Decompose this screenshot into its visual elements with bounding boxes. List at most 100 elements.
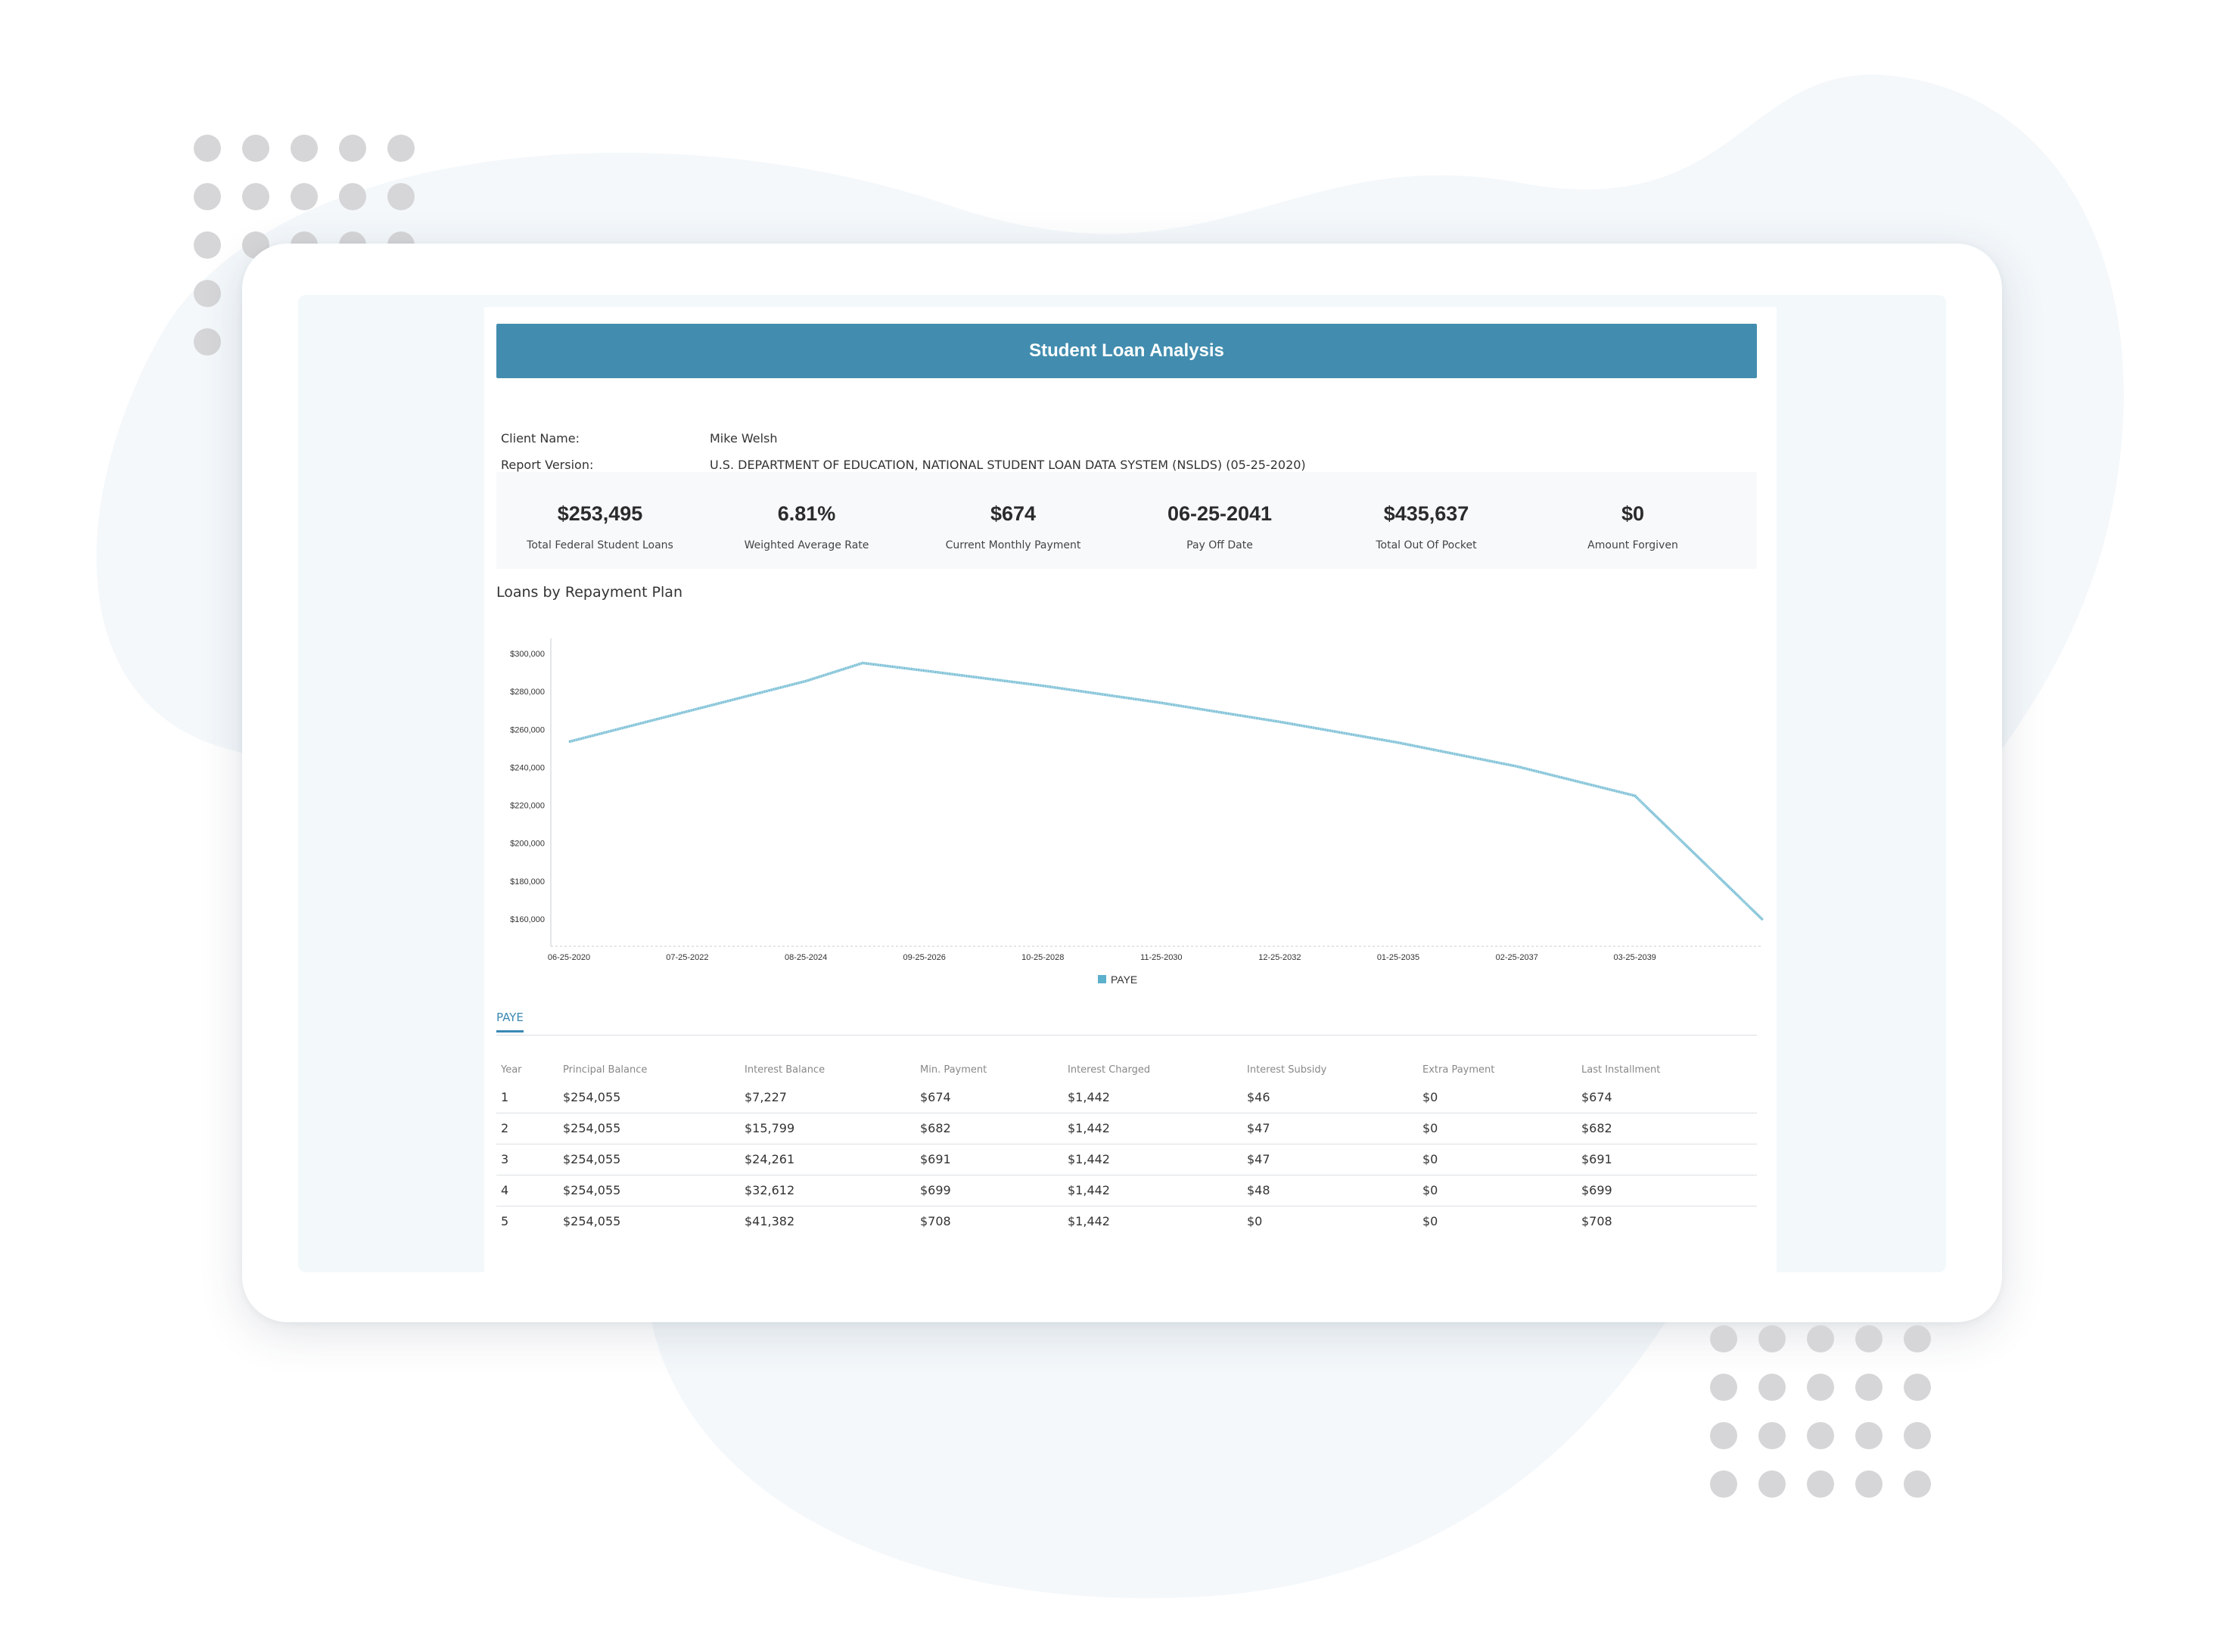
table-cell: $7,227 (740, 1082, 916, 1113)
column-header: Principal Balance (563, 1064, 648, 1076)
table-cell: $47 (1242, 1144, 1418, 1175)
table-cell: $48 (1242, 1175, 1418, 1206)
decorative-dot (1807, 1422, 1834, 1449)
column-header: Interest Subsidy (1247, 1064, 1327, 1076)
y-axis-ticks: $300,000 $280,000 $260,000 $240,000 $220,000… (510, 650, 545, 924)
x-tick-label: 01-25-2035 (1377, 953, 1419, 962)
table-cell: $691 (916, 1144, 1063, 1175)
table-cell: $0 (1247, 1214, 1263, 1229)
y-tick-label: $300,000 (510, 650, 545, 659)
table-cell: $708 (1581, 1214, 1612, 1229)
y-tick-label: $240,000 (510, 763, 545, 772)
kpi-value: $435,637 (1383, 502, 1469, 525)
tab-paye[interactable]: PAYE (496, 1011, 524, 1032)
x-tick-label: 03-25-2039 (1614, 953, 1656, 962)
table-cell: $1,442 (1068, 1214, 1110, 1229)
x-tick-label: 08-25-2024 (785, 953, 827, 962)
decorative-dot-grid-bottom-right (1710, 1325, 1931, 1498)
decorative-dot (1855, 1325, 1883, 1352)
table-cell: $699 (1577, 1175, 1757, 1206)
legend-label-paye: PAYE (1111, 974, 1137, 986)
kpi-label: Pay Off Date (1186, 539, 1253, 551)
table-cell: $1,442 (1063, 1175, 1242, 1206)
y-tick-label: $260,000 (510, 725, 545, 734)
kpi-current-monthly-payment: $674 Current Monthly Payment (910, 472, 1116, 551)
report-version-label: Report Version: (501, 458, 594, 472)
column-header: Extra Payment (1422, 1064, 1495, 1076)
kpi-label: Amount Forgiven (1587, 539, 1678, 551)
table-row: 1 $254,055 $7,227 $674 $1,442 $46 $0 $67… (496, 1082, 1757, 1113)
table-cell: $24,261 (740, 1144, 916, 1175)
column-header: Interest Balance (745, 1064, 825, 1076)
report-title: Student Loan Analysis (1029, 340, 1224, 361)
x-tick-label: 09-25-2026 (903, 953, 946, 962)
decorative-dot (1758, 1325, 1786, 1352)
kpi-value: $0 (1621, 502, 1645, 525)
x-tick-label: 02-25-2037 (1496, 953, 1538, 962)
decorative-dot (1807, 1374, 1834, 1401)
decorative-dot (291, 183, 318, 210)
kpi-value: $253,495 (557, 502, 643, 525)
x-tick-label: 12-25-2032 (1258, 953, 1301, 962)
decorative-dot (194, 135, 221, 162)
chart-section-title: Loans by Repayment Plan (496, 584, 682, 601)
decorative-dot (1904, 1422, 1931, 1449)
decorative-dot (194, 280, 221, 307)
table-cell: $46 (1242, 1082, 1418, 1113)
decorative-dot (291, 135, 318, 162)
decorative-dot (1758, 1470, 1786, 1498)
decorative-dot (387, 135, 415, 162)
y-tick-label: $160,000 (510, 915, 545, 924)
loan-balance-line-chart: $300,000 $280,000 $260,000 $240,000 $220,000… (510, 638, 1764, 986)
decorative-dot (194, 328, 221, 356)
decorative-dot (1855, 1470, 1883, 1498)
table-cell: 5 (501, 1214, 509, 1229)
decorative-dot (1904, 1325, 1931, 1352)
table-cell: 1 (496, 1082, 558, 1113)
y-tick-label: $280,000 (510, 688, 545, 697)
decorative-dot (1710, 1325, 1737, 1352)
y-tick-label: $180,000 (510, 877, 545, 887)
decorative-dot (1855, 1422, 1883, 1449)
chart-legend: PAYE (1098, 974, 1137, 986)
decorative-dot (1710, 1374, 1737, 1401)
x-tick-label: 10-25-2028 (1021, 953, 1064, 962)
decorative-dot (242, 183, 269, 210)
table-cell: $674 (916, 1082, 1063, 1113)
decorative-dot (1807, 1325, 1834, 1352)
kpi-value: 6.81% (777, 502, 836, 525)
kpi-pay-off-date: 06-25-2041 Pay Off Date (1117, 472, 1323, 551)
table-cell: $699 (916, 1175, 1063, 1206)
legend-swatch-paye (1098, 975, 1106, 983)
table-cell: $41,382 (745, 1214, 795, 1229)
decorative-dot (1710, 1470, 1737, 1498)
table-cell: $254,055 (558, 1175, 740, 1206)
kpi-amount-forgiven: $0 Amount Forgiven (1530, 472, 1736, 551)
table-cell: $32,612 (740, 1175, 916, 1206)
table-cell: $1,442 (1063, 1113, 1242, 1144)
decorative-dot (1904, 1470, 1931, 1498)
table-cell: $47 (1242, 1113, 1418, 1144)
decorative-dot (1758, 1374, 1786, 1401)
kpi-summary-panel: $253,495 Total Federal Student Loans 6.8… (496, 472, 1757, 569)
decorative-dot (194, 231, 221, 259)
table-cell: $0 (1418, 1144, 1577, 1175)
kpi-label: Weighted Average Rate (744, 539, 869, 551)
decorative-dot (1904, 1374, 1931, 1401)
x-axis-ticks: 06-25-2020 07-25-2022 08-25-2024 09-25-2026… (548, 953, 1656, 962)
app-screen: Student Loan Analysis Client Name: Mike … (298, 295, 1946, 1272)
table-cell: $254,055 (558, 1144, 740, 1175)
kpi-label: Total Federal Student Loans (527, 539, 673, 551)
table-cell: $254,055 (558, 1082, 740, 1113)
series-line-paye (568, 661, 1764, 921)
table-cell: $0 (1422, 1214, 1438, 1229)
table-cell: $1,442 (1063, 1082, 1242, 1113)
table-cell: $708 (920, 1214, 951, 1229)
table-cell: $15,799 (740, 1113, 916, 1144)
table-cell: 4 (496, 1175, 558, 1206)
client-name-label: Client Name: (501, 431, 580, 446)
client-name-value: Mike Welsh (710, 431, 778, 446)
decorative-dot (339, 135, 366, 162)
decorative-dot (1855, 1374, 1883, 1401)
kpi-label: Current Monthly Payment (945, 539, 1081, 551)
